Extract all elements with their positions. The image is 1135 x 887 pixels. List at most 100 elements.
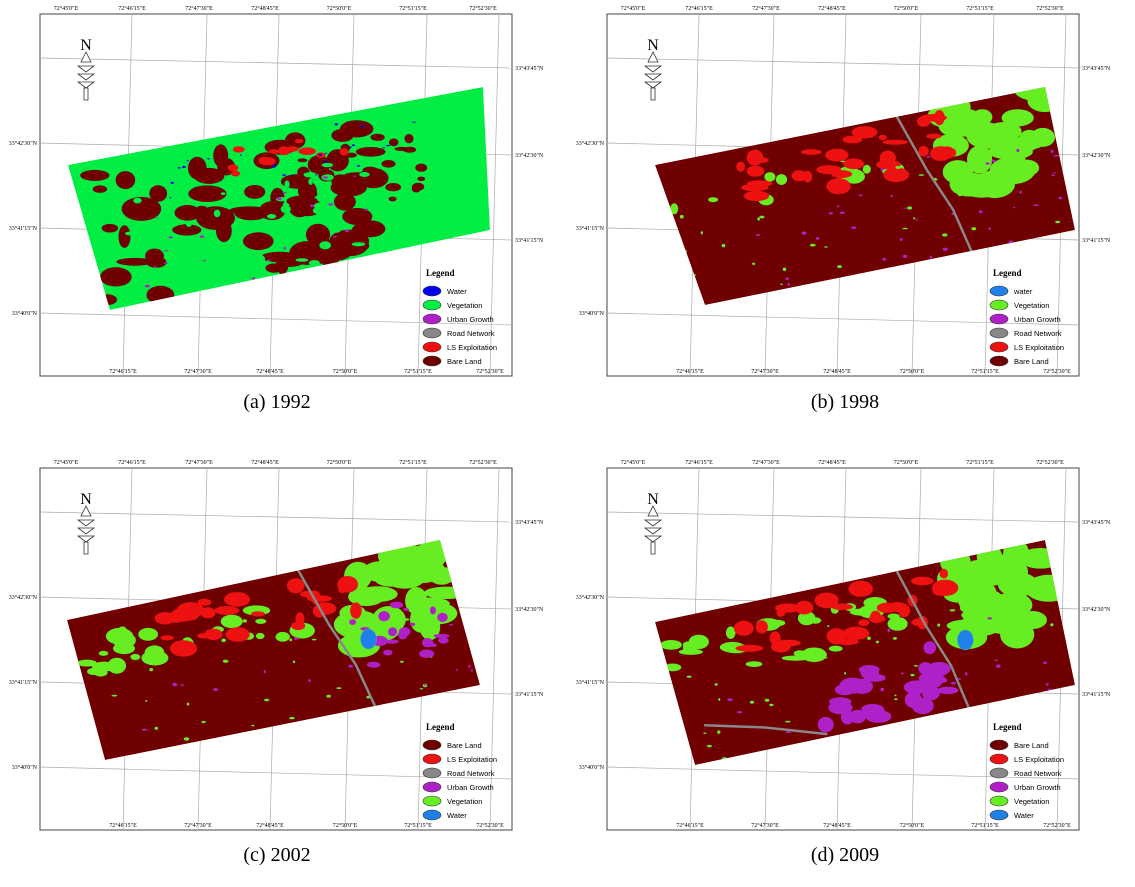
- latitude-label: 33°42'30"N: [515, 152, 544, 159]
- legend-title: Legend: [993, 722, 1022, 732]
- land-patch: [470, 669, 473, 672]
- legend-label: Bare Land: [447, 741, 482, 750]
- land-patch: [831, 170, 853, 179]
- land-patch: [817, 716, 834, 733]
- land-patch: [303, 172, 317, 178]
- caption: (b) 1998: [811, 391, 879, 413]
- land-patch: [785, 731, 791, 733]
- land-patch: [837, 205, 840, 208]
- legend-swatch: [422, 767, 442, 779]
- longitude-label: 72°47'30"E: [752, 459, 780, 466]
- latitude-label: 33°43'45"N: [515, 65, 544, 72]
- land-patch: [755, 620, 768, 634]
- land-patch: [255, 618, 267, 624]
- legend-swatch: [989, 781, 1009, 793]
- land-patch: [276, 197, 282, 201]
- legend-swatch: [989, 327, 1009, 339]
- land-patch: [425, 643, 437, 647]
- land-patch: [111, 694, 118, 697]
- land-patch: [894, 698, 898, 701]
- longitude-label: 72°48'45"E: [251, 459, 279, 466]
- land-patch: [775, 174, 788, 185]
- land-patch: [918, 174, 925, 176]
- land-patch: [951, 145, 957, 149]
- land-patch: [116, 257, 154, 266]
- longitude-label: 72°46'15"E: [109, 368, 137, 375]
- legend-title: Legend: [426, 722, 455, 732]
- land-patch: [737, 711, 742, 714]
- land-patch: [429, 606, 436, 615]
- land-patch: [801, 231, 807, 235]
- land-patch: [937, 686, 959, 695]
- land-patch: [334, 193, 356, 211]
- land-patch: [305, 223, 331, 246]
- land-patch: [386, 184, 399, 190]
- land-patch: [265, 263, 283, 273]
- land-patch: [848, 580, 873, 597]
- land-patch: [174, 205, 201, 221]
- land-patch: [703, 732, 707, 734]
- land-patch: [402, 555, 445, 584]
- land-patch: [419, 688, 424, 690]
- land-patch: [708, 197, 719, 203]
- north-arrow-shape: [643, 505, 663, 555]
- land-patch: [160, 635, 174, 641]
- land-patch: [828, 212, 833, 215]
- longitude-label: 72°46'15"E: [676, 368, 704, 375]
- land-patch: [810, 617, 822, 624]
- longitude-label: 72°52'30"E: [469, 459, 497, 466]
- land-patch: [785, 277, 789, 280]
- land-patch: [902, 254, 908, 258]
- land-patch: [94, 206, 100, 214]
- longitude-label: 72°52'30"E: [1043, 368, 1071, 375]
- latitude-label: 33°41'15"N: [576, 679, 605, 686]
- longitude-label: 72°48'45"E: [256, 368, 284, 375]
- land-patch: [242, 619, 247, 623]
- land-patch: [360, 125, 365, 128]
- land-patch: [334, 123, 338, 126]
- land-patch: [220, 614, 243, 629]
- land-patch: [365, 208, 368, 211]
- legend-label: Water: [447, 811, 467, 820]
- land-patch: [344, 644, 351, 647]
- land-patch: [727, 698, 733, 701]
- land-patch: [840, 160, 846, 163]
- land-patch: [809, 243, 816, 247]
- land-patch: [266, 167, 268, 169]
- land-patch: [403, 618, 410, 621]
- land-patch: [419, 649, 435, 658]
- land-patch: [736, 161, 746, 172]
- land-patch: [113, 642, 119, 645]
- land-patch: [861, 706, 886, 720]
- longitude-label: 72°46'15"E: [685, 459, 713, 466]
- legend-label: Road Network: [1014, 769, 1062, 778]
- caption: (c) 2002: [243, 844, 310, 866]
- land-patch: [749, 700, 755, 704]
- land-patch: [312, 206, 325, 215]
- land-patch: [345, 152, 357, 158]
- land-patch: [800, 149, 822, 155]
- land-patch: [957, 193, 963, 197]
- land-patch: [308, 178, 313, 186]
- land-patch: [918, 145, 929, 157]
- land-patch: [290, 174, 294, 176]
- land-patch: [243, 232, 274, 251]
- road: [895, 116, 973, 252]
- land-patch: [828, 645, 843, 652]
- latitude-label: 33°42'30"N: [9, 140, 38, 147]
- land-patch: [154, 726, 159, 730]
- land-patch: [169, 197, 172, 199]
- land-patch: [292, 660, 296, 664]
- land-patch: [423, 683, 427, 686]
- road: [704, 723, 828, 736]
- legend-swatch: [989, 739, 1009, 751]
- land-patch: [349, 146, 352, 149]
- land-patch: [217, 158, 236, 176]
- graticule-line: [39, 511, 513, 523]
- legend-swatch: [422, 795, 442, 807]
- legend-title: Legend: [426, 268, 455, 278]
- legend-label: Bare Land: [1014, 357, 1049, 366]
- legend-label: Bare Land: [1014, 741, 1049, 750]
- land-patch: [875, 640, 879, 644]
- land-patch: [926, 133, 942, 139]
